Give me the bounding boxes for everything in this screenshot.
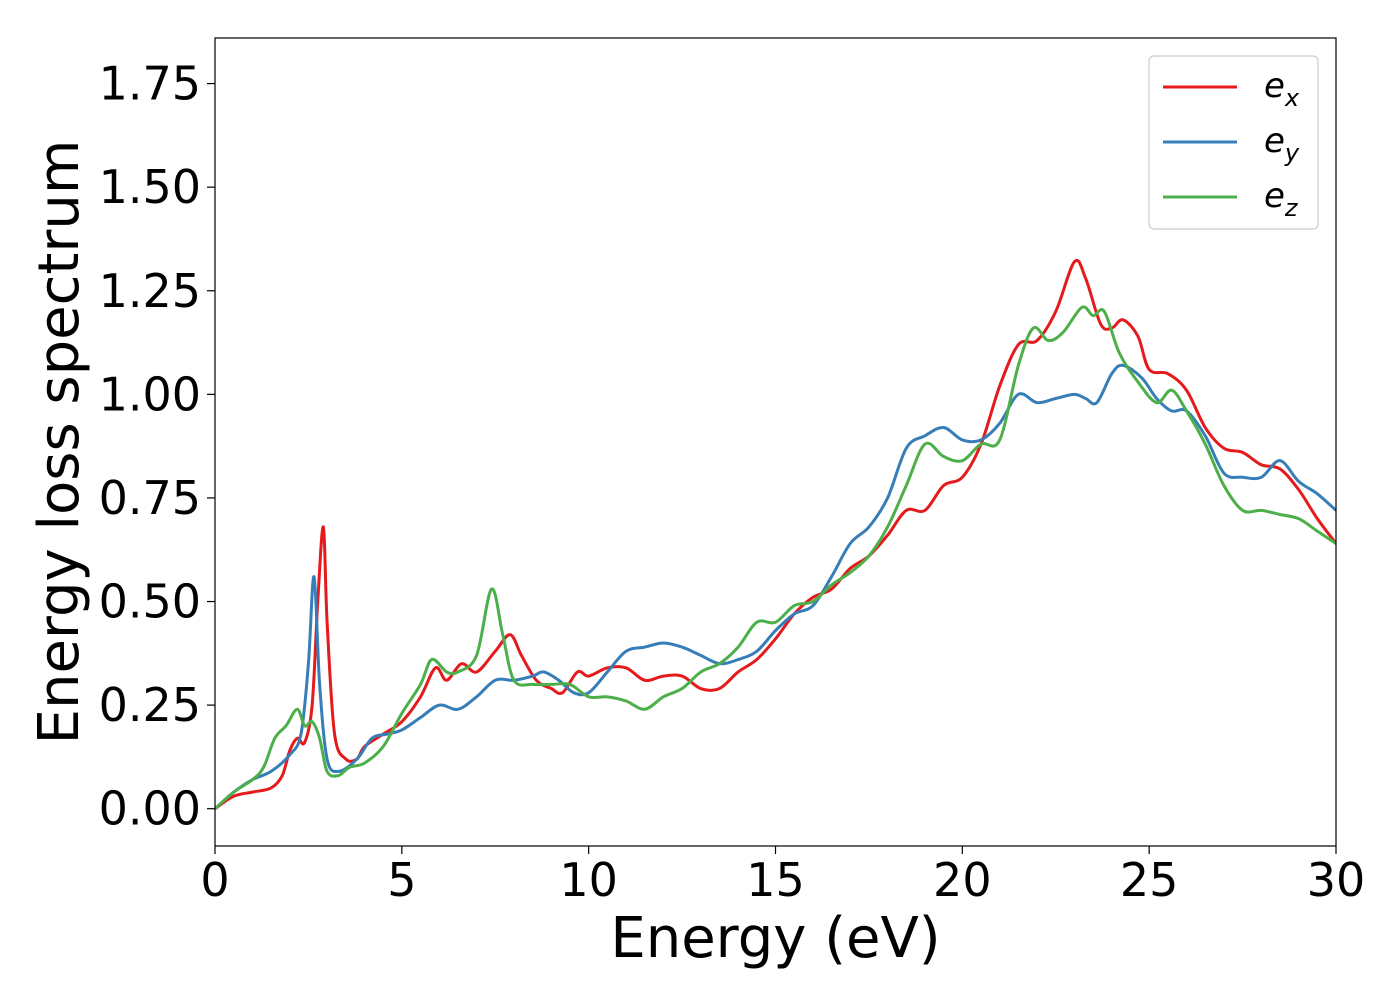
x-tick-label: 10 (559, 853, 618, 907)
x-tick-label: 0 (200, 853, 229, 907)
legend-label: ex (1264, 66, 1300, 112)
y-axis: 0.00 0.25 0.50 0.75 1.00 1.25 1.50 1.75 (99, 57, 215, 836)
series-line-e-x (215, 258, 1336, 811)
legend-label: ey (1264, 121, 1300, 167)
y-tick-label: 0.25 (99, 678, 201, 732)
x-tick-label: 25 (1120, 853, 1179, 907)
series-line-e-z (215, 305, 1336, 811)
x-tick-label: 20 (933, 853, 992, 907)
legend: ex ey ez (1148, 55, 1319, 230)
y-tick-label: 0.00 (99, 782, 201, 836)
series-layer (215, 258, 1336, 811)
series-line-e-y (215, 363, 1336, 811)
x-axis: 0 5 10 15 20 25 30 (200, 846, 1365, 907)
y-tick-label: 1.00 (99, 367, 201, 421)
y-tick-label: 1.25 (99, 264, 201, 318)
x-tick-label: 5 (387, 853, 416, 907)
y-tick-label: 1.75 (99, 57, 201, 111)
x-tick-label: 15 (746, 853, 805, 907)
y-tick-label: 1.50 (99, 160, 201, 214)
legend-label: ez (1264, 176, 1299, 222)
x-tick-label: 30 (1307, 853, 1366, 907)
y-tick-label: 0.50 (99, 575, 201, 629)
y-tick-label: 0.75 (99, 471, 201, 525)
x-axis-label: Energy (eV) (610, 906, 940, 971)
y-axis-label: Energy loss spectrum (27, 140, 92, 745)
